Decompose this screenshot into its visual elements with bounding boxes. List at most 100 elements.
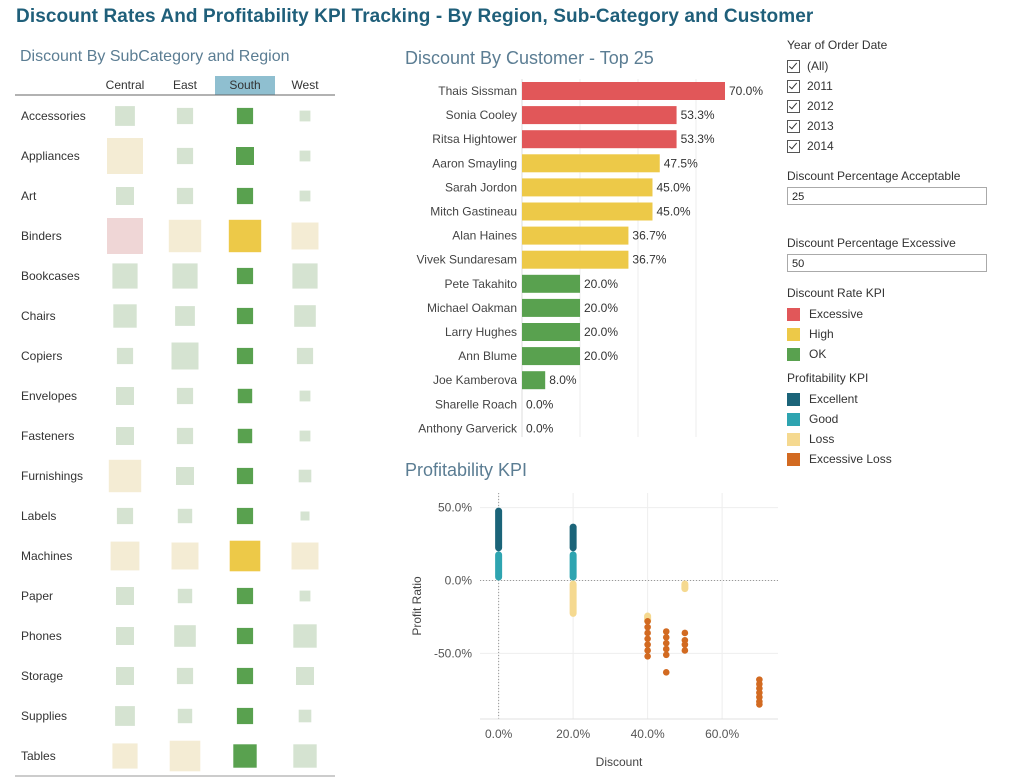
matrix-cell[interactable]	[176, 667, 194, 685]
matrix-cell[interactable]	[171, 342, 199, 370]
matrix-cell[interactable]	[299, 150, 311, 162]
matrix-cell[interactable]	[177, 588, 193, 604]
acceptable-param-input[interactable]: 25	[787, 187, 987, 205]
legend-item[interactable]: Excessive	[787, 304, 997, 324]
matrix-cell[interactable]	[236, 707, 254, 725]
matrix-cell[interactable]	[116, 667, 134, 685]
customer-bar[interactable]	[522, 298, 580, 317]
year-filter-option[interactable]: 2014	[787, 136, 997, 156]
matrix-cell[interactable]	[116, 347, 134, 365]
matrix-cell[interactable]	[176, 387, 194, 405]
customer-bar[interactable]	[522, 154, 660, 173]
customer-bar[interactable]	[522, 226, 629, 245]
matrix-cell[interactable]	[299, 590, 311, 602]
legend-item[interactable]: Good	[787, 409, 997, 429]
matrix-cell[interactable]	[236, 307, 254, 325]
excessive-param-input[interactable]: 50	[787, 254, 987, 272]
legend-item[interactable]: Loss	[787, 429, 997, 449]
matrix-cell[interactable]	[174, 625, 196, 647]
matrix-cell[interactable]	[116, 187, 134, 205]
customer-bar[interactable]	[522, 130, 677, 149]
matrix-cell[interactable]	[176, 147, 194, 165]
legend-item[interactable]: Excessive Loss	[787, 449, 997, 469]
region-header[interactable]: East	[173, 78, 198, 92]
scatter-strip[interactable]	[569, 580, 577, 617]
legend-item[interactable]: OK	[787, 344, 997, 364]
year-filter-option[interactable]: 2012	[787, 96, 997, 116]
matrix-cell[interactable]	[107, 218, 143, 254]
matrix-cell[interactable]	[228, 219, 262, 253]
scatter-point[interactable]	[644, 641, 651, 648]
matrix-cell[interactable]	[176, 467, 194, 485]
scatter-point[interactable]	[662, 634, 670, 641]
customer-bar[interactable]	[522, 371, 546, 390]
customer-bar[interactable]	[522, 250, 629, 269]
customer-bar[interactable]	[522, 347, 580, 366]
matrix-cell[interactable]	[233, 744, 257, 768]
scatter-point[interactable]	[644, 629, 651, 637]
scatter-point[interactable]	[662, 669, 670, 676]
matrix-cell[interactable]	[113, 304, 137, 328]
matrix-cell[interactable]	[112, 263, 138, 289]
scatter-point[interactable]	[662, 645, 670, 653]
region-header[interactable]: Central	[106, 78, 145, 92]
customer-bar[interactable]	[522, 323, 580, 341]
matrix-cell[interactable]	[298, 709, 312, 723]
matrix-cell[interactable]	[236, 507, 254, 525]
customer-bar[interactable]	[522, 106, 677, 125]
year-filter-option[interactable]: 2011	[787, 76, 997, 96]
year-filter-option[interactable]: 2013	[787, 116, 997, 136]
region-header[interactable]: West	[291, 78, 319, 92]
matrix-cell[interactable]	[168, 219, 202, 253]
matrix-cell[interactable]	[291, 542, 319, 570]
matrix-cell[interactable]	[293, 624, 317, 648]
matrix-cell[interactable]	[237, 428, 253, 444]
scatter-point[interactable]	[681, 647, 689, 654]
matrix-cell[interactable]	[169, 740, 201, 772]
matrix-cell[interactable]	[236, 667, 254, 685]
matrix-cell[interactable]	[236, 187, 254, 205]
scatter-point[interactable]	[662, 628, 670, 635]
scatter-strip[interactable]	[569, 523, 577, 552]
matrix-cell[interactable]	[176, 187, 194, 205]
checkbox-checked-icon[interactable]	[787, 139, 800, 153]
matrix-cell[interactable]	[116, 587, 134, 605]
matrix-cell[interactable]	[236, 467, 254, 485]
scatter-point[interactable]	[644, 635, 651, 643]
checkbox-checked-icon[interactable]	[787, 99, 800, 113]
scatter-point[interactable]	[662, 651, 670, 659]
matrix-cell[interactable]	[298, 469, 312, 483]
legend-item[interactable]: High	[787, 324, 997, 344]
scatter-point[interactable]	[644, 623, 651, 631]
customer-bar[interactable]	[522, 82, 725, 100]
scatter-strip[interactable]	[495, 507, 503, 552]
matrix-cell[interactable]	[116, 427, 134, 445]
matrix-cell[interactable]	[176, 107, 194, 125]
scatter-strip[interactable]	[569, 551, 577, 581]
matrix-cell[interactable]	[294, 305, 316, 327]
matrix-cell[interactable]	[115, 106, 135, 126]
scatter-point[interactable]	[681, 629, 689, 637]
matrix-cell[interactable]	[110, 541, 140, 571]
matrix-cell[interactable]	[236, 107, 254, 125]
matrix-cell[interactable]	[112, 743, 138, 769]
checkbox-checked-icon[interactable]	[787, 79, 800, 93]
customer-bar[interactable]	[522, 178, 653, 197]
matrix-cell[interactable]	[299, 190, 311, 202]
matrix-cell[interactable]	[229, 540, 261, 572]
scatter-point[interactable]	[644, 653, 651, 660]
scatter-point[interactable]	[644, 647, 651, 654]
matrix-cell[interactable]	[236, 627, 254, 645]
matrix-cell[interactable]	[236, 147, 254, 165]
matrix-cell[interactable]	[176, 427, 194, 445]
matrix-cell[interactable]	[300, 511, 310, 521]
matrix-cell[interactable]	[175, 306, 195, 326]
matrix-cell[interactable]	[299, 390, 311, 402]
year-filter-option[interactable]: (All)	[787, 56, 997, 76]
checkbox-checked-icon[interactable]	[787, 59, 800, 73]
matrix-cell[interactable]	[177, 708, 193, 724]
matrix-cell[interactable]	[299, 110, 311, 122]
matrix-cell[interactable]	[291, 222, 319, 250]
matrix-cell[interactable]	[171, 542, 199, 570]
matrix-cell[interactable]	[236, 347, 254, 365]
